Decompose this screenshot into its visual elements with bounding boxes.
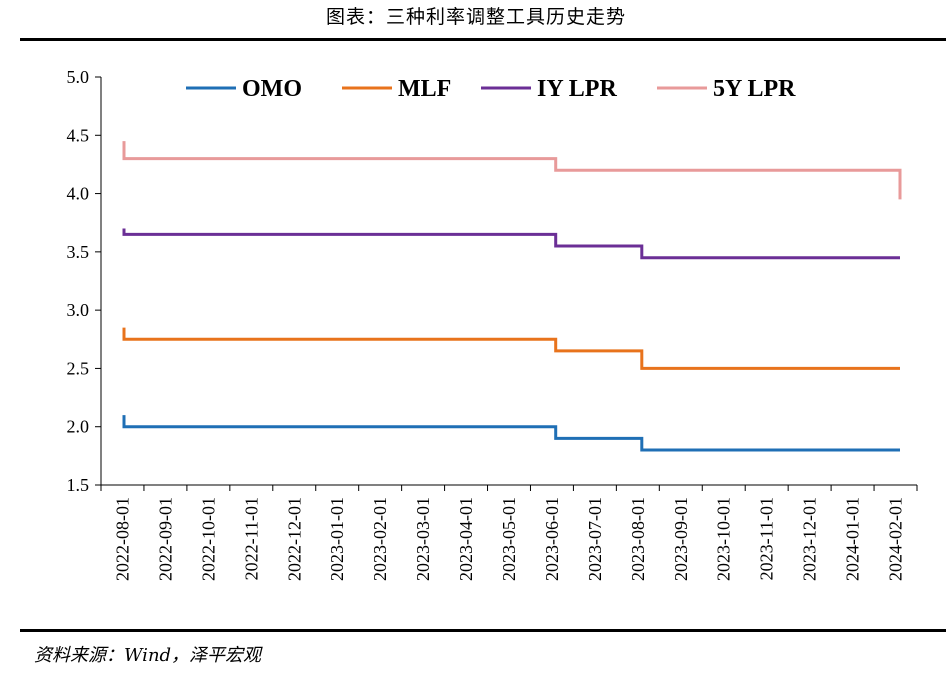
x-tick-label: 2023-02-01 — [370, 497, 390, 581]
x-tick-label: 2023-06-01 — [542, 497, 562, 581]
y-tick-label: 3.5 — [67, 242, 90, 262]
x-tick-label: 2023-10-01 — [714, 497, 734, 581]
x-tick-label: 2023-04-01 — [456, 497, 476, 581]
legend-label: MLF — [398, 76, 451, 102]
y-tick-label: 4.5 — [67, 125, 90, 145]
x-tick-label: 2022-11-01 — [241, 497, 261, 580]
top-rule — [20, 38, 946, 41]
chart-series — [122, 141, 902, 452]
chart-legend: OMO MLF IY LPR 5Y LPR — [186, 76, 796, 102]
x-tick-label: 2023-07-01 — [585, 497, 605, 581]
y-tick-label: 3.0 — [67, 300, 90, 320]
x-tick-label: 2023-09-01 — [671, 497, 691, 581]
series-line-iy-lpr — [122, 228, 900, 260]
y-axis-ticks: 1.5 2.0 2.5 3.0 3.5 4.0 4.5 5.0 — [67, 67, 101, 495]
series-line-mlf — [122, 327, 900, 370]
series-line-omo — [122, 415, 900, 452]
x-axis-ticks: 2022-08-01 2022-09-01 2022-10-01 2022-11-01… — [100, 485, 918, 581]
x-tick-label: 2022-08-01 — [112, 497, 132, 581]
x-tick-label: 2022-10-01 — [198, 497, 218, 581]
x-tick-label: 2023-08-01 — [628, 497, 648, 581]
series-line-5y-lpr — [122, 141, 902, 200]
chart-axes — [100, 77, 917, 486]
x-tick-label: 2024-02-01 — [886, 497, 906, 581]
legend-label: OMO — [242, 76, 302, 102]
bottom-rule — [20, 629, 946, 632]
x-tick-label: 2023-12-01 — [800, 497, 820, 581]
y-tick-label: 2.0 — [67, 417, 90, 437]
y-tick-label: 2.5 — [67, 358, 90, 378]
x-tick-label: 2022-12-01 — [284, 497, 304, 581]
legend-label: 5Y LPR — [713, 76, 796, 102]
y-tick-label: 4.0 — [67, 184, 90, 204]
source-note: 资料来源：Wind，泽平宏观 — [34, 645, 262, 666]
x-tick-label: 2023-03-01 — [413, 497, 433, 581]
x-tick-label: 2023-05-01 — [499, 497, 519, 581]
x-tick-label: 2024-01-01 — [843, 497, 863, 581]
y-tick-label: 5.0 — [67, 67, 90, 87]
x-tick-label: 2023-01-01 — [327, 497, 347, 581]
legend-label: IY LPR — [537, 76, 617, 102]
y-tick-label: 1.5 — [67, 475, 90, 495]
x-tick-label: 2023-11-01 — [757, 497, 777, 580]
chart-title: 图表：三种利率调整工具历史走势 — [325, 6, 626, 28]
x-tick-label: 2022-09-01 — [155, 497, 175, 581]
